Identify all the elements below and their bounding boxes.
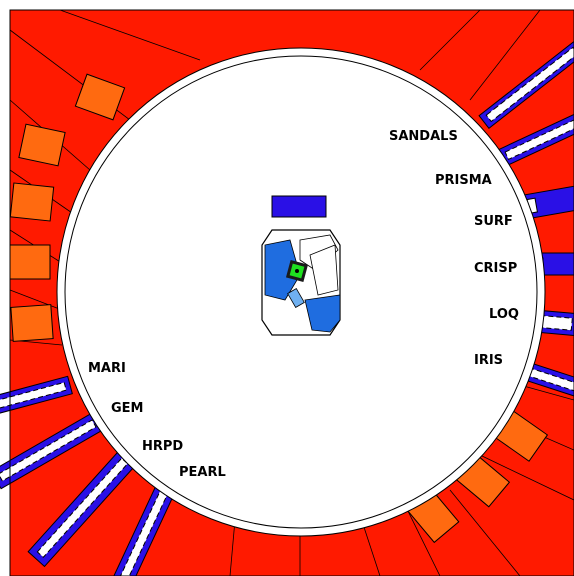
label-mari: MARI xyxy=(88,361,126,376)
target-region-left xyxy=(264,239,301,301)
label-gem: GEM xyxy=(111,401,144,416)
label-pearl: PEARL xyxy=(179,465,226,480)
shielding-blocks xyxy=(9,73,549,544)
frame xyxy=(9,9,574,576)
instrument-labels: SANDALS PRISMA SURF CRISP LOQ IRIS MARI … xyxy=(88,129,519,480)
target-beam-pipe xyxy=(287,288,305,308)
label-surf: SURF xyxy=(474,214,513,229)
label-sandals: SANDALS xyxy=(389,129,458,144)
label-loq: LOQ xyxy=(489,307,519,322)
target-inner-wedge xyxy=(309,244,339,296)
label-prisma: PRISMA xyxy=(435,173,492,188)
shield-block-5 xyxy=(10,304,54,342)
shield-block-4 xyxy=(9,244,51,280)
target-region-right xyxy=(304,294,341,333)
label-crisp: CRISP xyxy=(474,261,517,276)
target-assembly xyxy=(261,229,341,336)
shield-block-3 xyxy=(9,182,55,222)
beamlines xyxy=(0,34,574,576)
label-iris: IRIS xyxy=(474,353,503,368)
beamline-sandals xyxy=(478,34,574,130)
beamline-mari xyxy=(0,375,73,418)
shield-block-1 xyxy=(74,73,126,121)
target-core-dot xyxy=(295,269,299,273)
beamline-loq xyxy=(533,309,574,337)
shield-block-2 xyxy=(18,123,66,167)
moderator-block xyxy=(271,195,327,218)
label-hrpd: HRPD xyxy=(142,439,183,454)
